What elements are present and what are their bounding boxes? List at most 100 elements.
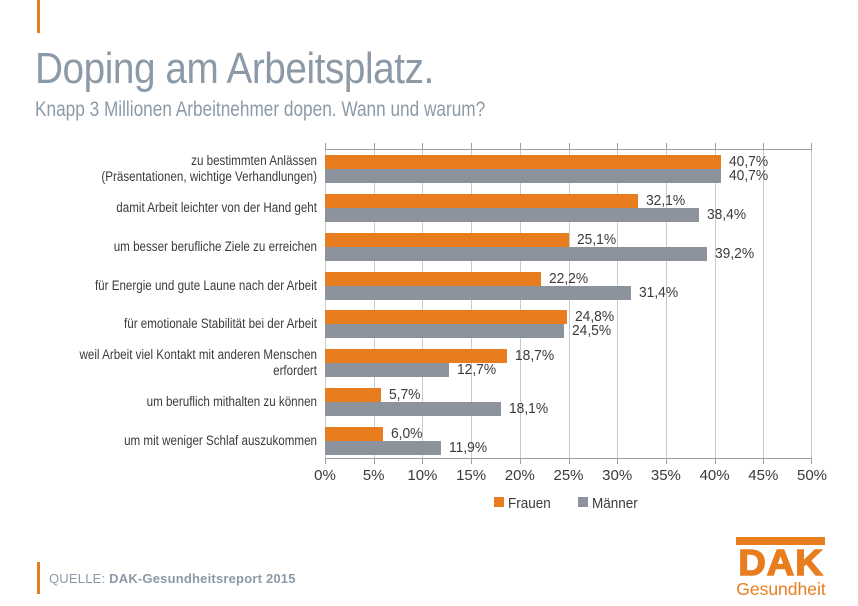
- bar-maenner: [325, 246, 707, 261]
- bar-maenner: [325, 285, 631, 300]
- bar-frauen: [325, 310, 567, 325]
- axis-tick-label: 35%: [650, 467, 681, 484]
- bar-value-label: 40,7%: [729, 167, 769, 185]
- axis-tick-label: 10%: [407, 467, 438, 484]
- bar-maenner: [325, 440, 441, 455]
- category-label: damit Arbeit leichter von der Hand geht: [116, 200, 317, 216]
- category-label: für Energie und gute Laune nach der Arbe…: [94, 277, 317, 293]
- gridline: [568, 150, 570, 458]
- axis-tick-label: 15%: [456, 467, 487, 484]
- plot-area: 0% 5% 10% 15% 20% 25% 30% 35% 40% 45% 50% zu bestim…: [80, 143, 827, 484]
- chart-row: um beruflich mithalten zu können 5,7% 18,1…: [147, 383, 812, 422]
- axis-tick-label: 5%: [362, 467, 385, 484]
- chart-legend: Frauen Männer: [325, 496, 812, 512]
- axis-tick-bottom: [325, 458, 326, 464]
- gridline: [714, 150, 716, 458]
- axis-tick-top: [811, 143, 812, 150]
- bar-maenner: [325, 169, 722, 184]
- axis-tick-bottom: [763, 458, 765, 464]
- axis-tick-bottom: [811, 458, 812, 464]
- axis-tick-label: 20%: [504, 467, 535, 484]
- frauen-swatch-icon: [494, 497, 505, 507]
- bar-value-label: 18,7%: [515, 347, 555, 365]
- legend-label-frauen: Frauen: [508, 495, 552, 512]
- dak-logo-brand: DAK: [738, 542, 823, 583]
- source-text: QUELLE: DAK-Gesundheitsreport 2015: [49, 571, 296, 586]
- legend-item-maenner: Männer: [577, 495, 643, 512]
- axis-tick-bottom: [714, 458, 716, 464]
- axis-tick-top: [471, 143, 473, 150]
- bar-value-label: 5,7%: [388, 385, 420, 403]
- axis-tick-top: [422, 143, 424, 150]
- category-label: zu bestimmten Anlässen (Präsentationen, …: [101, 153, 317, 185]
- bar-value-label: 38,4%: [707, 206, 747, 224]
- gridline: [422, 150, 424, 458]
- bar-value-label: 6,0%: [391, 424, 423, 442]
- axis-tick-top: [714, 143, 716, 150]
- bar-value-label: 39,2%: [714, 244, 754, 262]
- chart-row: damit Arbeit leichter von der Hand geht 3…: [116, 189, 812, 228]
- gridline: [373, 150, 375, 458]
- bar-value-label: 24,8%: [574, 308, 614, 326]
- axis-tick-bottom: [422, 458, 424, 464]
- bar-value-label: 11,9%: [448, 438, 487, 456]
- maenner-swatch-icon: [577, 497, 588, 507]
- bar-value-label: 18,1%: [509, 399, 549, 417]
- axis-tick-bottom: [665, 458, 667, 464]
- axis-tick-top: [617, 143, 619, 150]
- bar-frauen: [325, 232, 570, 247]
- bar-frauen: [325, 155, 722, 170]
- chart-row: zu bestimmten Anlässen (Präsentationen, …: [101, 150, 812, 189]
- chart-row: für Energie und gute Laune nach der Arbe…: [95, 266, 812, 305]
- bar-value-label: 12,7%: [456, 361, 496, 379]
- chart-row: für emotionale Stabilität bei der Arbeit…: [124, 305, 812, 344]
- page-subtitle: Knapp 3 Millionen Arbeitnehmer dopen. Wa…: [35, 98, 486, 121]
- gridline: [763, 150, 765, 458]
- bar-frauen: [325, 387, 381, 402]
- bar-frauen: [325, 349, 508, 364]
- bar-maenner: [325, 363, 449, 378]
- bar-maenner: [325, 324, 564, 339]
- category-label: weil Arbeit viel Kontakt mit anderen Men…: [79, 347, 317, 379]
- dak-logo-subbrand: Gesundheit: [736, 579, 826, 598]
- legend-item-frauen: Frauen: [494, 496, 556, 512]
- bar-frauen: [325, 426, 384, 441]
- axis-tick-label: 45%: [748, 467, 779, 484]
- bar-value-label: 40,7%: [729, 153, 769, 171]
- bar-value-label: 31,4%: [638, 283, 678, 301]
- axis-tick-bottom: [617, 458, 619, 464]
- axis-tick-bottom: [519, 458, 521, 464]
- bar-value-label: 22,2%: [549, 269, 589, 287]
- axis-tick-bottom: [373, 458, 375, 464]
- bar-maenner: [325, 208, 700, 223]
- bar-frauen: [325, 271, 542, 286]
- dak-logo: DAK Gesundheit: [736, 537, 826, 598]
- bar-value-label: 25,1%: [577, 230, 617, 248]
- gridline: [665, 150, 667, 458]
- category-label: um besser berufliche Ziele zu erreichen: [113, 238, 317, 254]
- source-accent-bar: [37, 562, 40, 594]
- axis-tick-label: 0%: [314, 467, 336, 484]
- chart-row: um besser berufliche Ziele zu erreichen 2…: [114, 228, 812, 267]
- source-note: QUELLE: DAK-Gesundheitsreport 2015: [37, 562, 296, 594]
- dak-logo-bar: [736, 537, 825, 545]
- category-label: für emotionale Stabilität bei der Arbeit: [124, 316, 317, 332]
- axis-tick-top: [373, 143, 375, 150]
- accent-tick: [37, 0, 40, 33]
- axis-tick-label: 40%: [699, 467, 730, 484]
- gridline: [811, 150, 812, 458]
- axis-tick-top: [568, 143, 570, 150]
- bar-value-label: 32,1%: [645, 192, 685, 210]
- bar-maenner: [325, 401, 502, 416]
- page-title: Doping am Arbeitsplatz.: [35, 44, 434, 93]
- source-prefix: QUELLE:: [49, 570, 106, 586]
- axis-tick-top: [325, 143, 326, 150]
- gridline: [325, 150, 326, 458]
- category-label: um mit weniger Schlaf auszukommen: [124, 432, 317, 448]
- gridline: [617, 150, 619, 458]
- bar-frauen: [325, 194, 638, 209]
- legend-label-maenner: Männer: [591, 495, 638, 512]
- axis-tick-label: 50%: [796, 467, 828, 484]
- gridline: [471, 150, 473, 458]
